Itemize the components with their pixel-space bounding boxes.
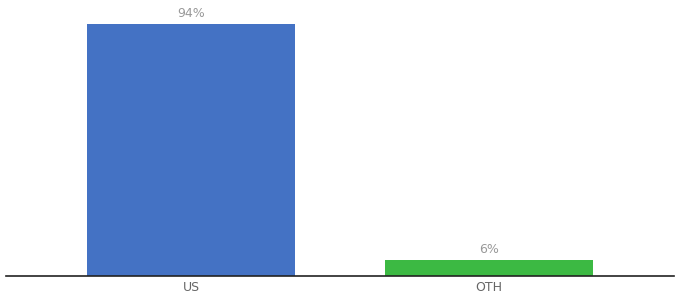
- Bar: [385, 260, 593, 276]
- Text: 6%: 6%: [479, 243, 498, 256]
- Text: 94%: 94%: [177, 7, 205, 20]
- Bar: [87, 24, 295, 276]
